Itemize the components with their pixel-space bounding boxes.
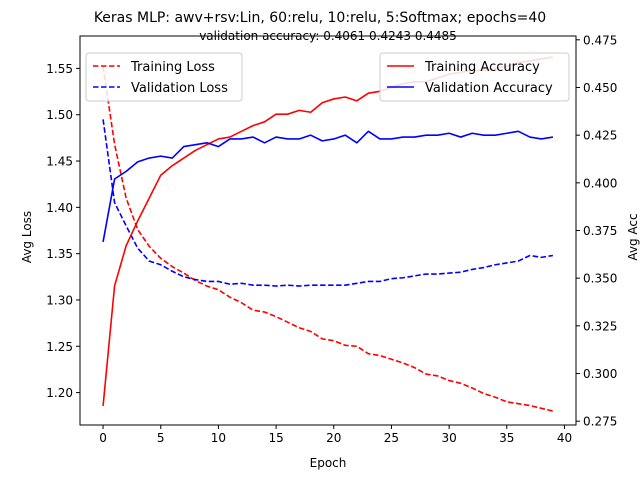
y-axis-left: 1.20 1.25 1.30 1.35 1.40 1.45 1.50 1.55 xyxy=(46,62,80,400)
y-left-tick-label: 1.30 xyxy=(46,293,73,307)
y-left-tick-label: 1.55 xyxy=(46,62,73,76)
series-training-loss xyxy=(102,66,554,412)
y-left-tick-label: 1.20 xyxy=(46,386,73,400)
y-left-tick-label: 1.35 xyxy=(46,247,73,261)
y-left-tick-label: 1.45 xyxy=(46,155,73,169)
y-right-tick-label: 0.425 xyxy=(583,129,617,143)
y-left-tick-label: 1.40 xyxy=(46,201,73,215)
x-axis: 0 5 10 15 20 25 30 35 40 xyxy=(99,425,572,445)
x-tick-label: 25 xyxy=(384,431,399,445)
x-tick-label: 0 xyxy=(99,431,107,445)
x-tick-label: 35 xyxy=(499,431,514,445)
legend-loss: Training Loss Validation Loss xyxy=(85,52,243,102)
x-tick-label: 20 xyxy=(326,431,341,445)
legend-training-loss-label: Training Loss xyxy=(130,60,215,75)
y-right-tick-label: 0.350 xyxy=(583,272,617,286)
x-tick-label: 40 xyxy=(557,431,572,445)
y-right-tick-label: 0.300 xyxy=(583,367,617,381)
y-axis-right: 0.275 0.300 0.325 0.350 0.375 0.400 0.425 0.450… xyxy=(576,33,617,429)
legend-accuracy-box xyxy=(379,52,570,102)
y-left-tick-label: 1.50 xyxy=(46,108,73,122)
y-right-tick-label: 0.450 xyxy=(583,81,617,95)
legend-loss-box xyxy=(85,52,243,102)
series-layer xyxy=(102,56,554,412)
y-right-tick-label: 0.275 xyxy=(583,415,617,429)
y-axis-right-label: Avg Acc xyxy=(626,213,640,260)
x-axis-label: Epoch xyxy=(310,456,347,470)
legend-validation-accuracy-label: Validation Accuracy xyxy=(425,81,553,96)
series-training-accuracy xyxy=(102,56,554,407)
y-axis-left-label: Avg Loss xyxy=(20,211,34,263)
x-tick-label: 15 xyxy=(268,431,283,445)
legend-validation-loss-label: Validation Loss xyxy=(131,81,228,96)
y-left-tick-label: 1.25 xyxy=(46,340,73,354)
chart-title: Keras MLP: awv+rsv:Lin, 60:relu, 10:relu… xyxy=(94,10,546,26)
y-right-tick-label: 0.325 xyxy=(583,319,617,333)
series-validation-accuracy xyxy=(102,130,554,243)
x-tick-label: 10 xyxy=(211,431,226,445)
y-right-tick-label: 0.375 xyxy=(583,224,617,238)
y-right-tick-label: 0.475 xyxy=(583,33,617,47)
legend-training-accuracy-label: Training Accuracy xyxy=(424,60,540,75)
x-tick-label: 5 xyxy=(157,431,165,445)
x-tick-label: 30 xyxy=(441,431,456,445)
legend-accuracy: Training Accuracy Validation Accuracy xyxy=(379,52,570,102)
y-right-tick-label: 0.400 xyxy=(583,176,617,190)
series-validation-loss xyxy=(102,119,554,287)
